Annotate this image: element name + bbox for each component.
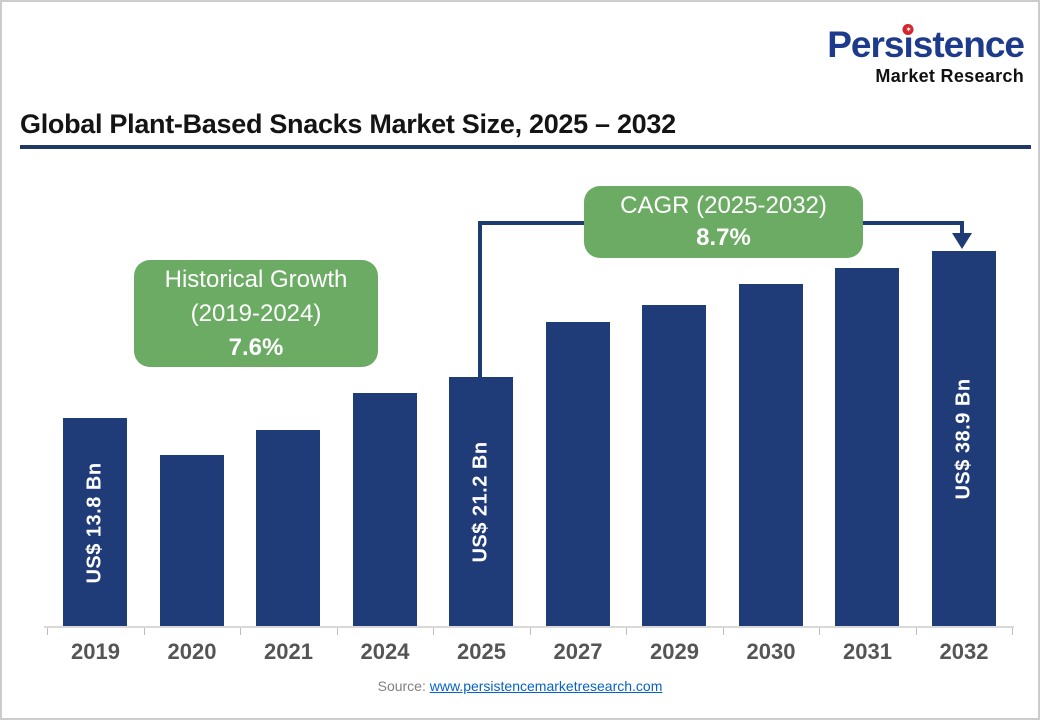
source-line: Source: www.persistencemarketresearch.co…	[2, 678, 1038, 694]
logo-tagline: Market Research	[875, 65, 1024, 86]
historical-growth-line2: (2019-2024)	[190, 299, 322, 327]
bar-value-label-2025: US$ 21.2 Bn	[469, 441, 492, 563]
x-axis-label-2019: 2019	[71, 639, 120, 664]
x-axis-tick	[626, 628, 627, 635]
logo-brand-suffix: stence	[912, 24, 1025, 65]
bar-value-label-2032: US$ 38.9 Bn	[952, 378, 975, 500]
bar-2021	[256, 430, 321, 627]
bar-2029	[642, 305, 707, 627]
x-axis-label-2030: 2030	[746, 639, 796, 664]
bar-2032: US$ 38.9 Bn	[931, 251, 996, 627]
x-axis-tick	[722, 628, 724, 635]
x-axis-label-2027: 2027	[553, 639, 603, 664]
page-title: Global Plant-Based Snacks Market Size, 2…	[20, 109, 676, 139]
source-label: Source:	[377, 678, 426, 694]
x-axis-label-2020: 2020	[167, 639, 217, 664]
historical-growth-line1: Historical Growth	[164, 265, 348, 293]
logo-brand-i: i	[903, 24, 913, 65]
x-axis-tick	[1012, 628, 1013, 635]
historical-growth-value: 7.6%	[228, 333, 284, 361]
bar-2027	[545, 322, 610, 627]
bar-2025: US$ 21.2 Bn	[449, 377, 514, 627]
title-underline	[20, 145, 1031, 149]
x-axis-label-2029: 2029	[650, 639, 699, 664]
bar-value-label-2019: US$ 13.8 Bn	[83, 461, 106, 584]
x-axis-label-2032: 2032	[939, 639, 989, 664]
x-axis-tick	[915, 628, 917, 635]
logo-brand-prefix: Pers	[827, 24, 904, 65]
pmr-logo: Persistence Market Research	[827, 24, 1025, 87]
cagr-connector-vertical-left	[478, 221, 482, 378]
x-axis-label-2031: 2031	[843, 639, 892, 664]
x-axis-line	[44, 626, 1014, 628]
x-axis-tick	[240, 628, 241, 635]
x-axis-tick	[819, 628, 820, 635]
x-axis-tick	[47, 628, 48, 635]
x-axis-tick	[143, 628, 145, 635]
bar-2031	[835, 268, 900, 627]
bar-2024	[352, 393, 417, 627]
bar-2030	[738, 284, 803, 627]
cagr-value: 8.7%	[696, 224, 751, 251]
x-axis-label-2021: 2021	[264, 639, 313, 664]
source-link[interactable]: www.persistencemarketresearch.com	[429, 678, 663, 694]
x-axis-label-2025: 2025	[457, 639, 506, 664]
bar-2019: US$ 13.8 Bn	[63, 418, 128, 627]
cagr-callout: CAGR (2025-2032) 8.7%	[584, 186, 863, 258]
x-axis-tick	[336, 628, 338, 635]
x-axis-tick	[433, 628, 434, 635]
cagr-arrow-down-icon	[952, 233, 972, 249]
x-axis-tick	[529, 628, 531, 635]
logo-red-dot-icon: i	[903, 24, 913, 65]
bar-2020	[159, 455, 224, 627]
historical-growth-callout: Historical Growth (2019-2024) 7.6%	[134, 260, 378, 367]
cagr-connector-vertical-right	[960, 221, 964, 235]
cagr-line1: CAGR (2025-2032)	[620, 192, 827, 219]
x-axis-label-2024: 2024	[360, 639, 410, 664]
logo-brand-text: Persistence	[827, 24, 1025, 65]
